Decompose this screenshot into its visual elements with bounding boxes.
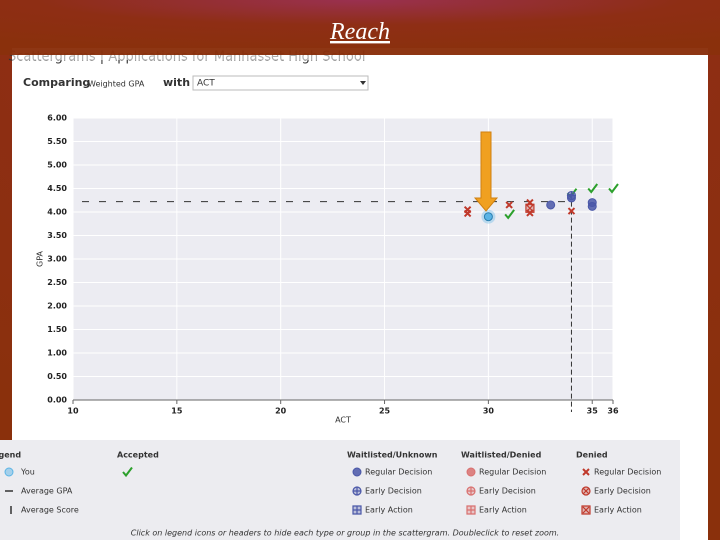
y-tick-label: 1.50 <box>47 325 67 334</box>
legend-label: Early Decision <box>365 487 422 496</box>
x-tick-label: 30 <box>483 407 495 416</box>
title-band-fade <box>12 55 708 60</box>
x-tick-label: 10 <box>67 407 79 416</box>
slide-title: Reach <box>329 19 390 45</box>
y-tick-label: 2.50 <box>47 278 67 287</box>
legend-marker[interactable] <box>581 486 591 496</box>
y-tick-label: 5.50 <box>47 137 67 146</box>
data-point <box>566 190 577 201</box>
legend-label: Regular Decision <box>479 468 546 477</box>
data-point <box>587 201 597 211</box>
data-point <box>505 201 513 209</box>
y-tick-label: 4.00 <box>47 208 67 217</box>
highlight-arrow <box>473 131 499 212</box>
data-point <box>587 183 599 194</box>
legend-marker[interactable] <box>122 466 133 478</box>
x-field: ACT <box>197 79 215 89</box>
title-band <box>0 0 720 55</box>
legend-label: Average GPA <box>21 487 73 496</box>
legend-note: Click on legend icons or headers to hide… <box>131 529 559 538</box>
legend-marker[interactable] <box>582 468 590 476</box>
x-tick-label: 20 <box>275 407 287 416</box>
y-tick-label: 4.50 <box>47 184 67 193</box>
legend-label: Average Score <box>21 506 79 515</box>
x-axis-title: ACT <box>335 416 351 425</box>
legend-group-header[interactable]: Waitlisted/Denied <box>461 451 542 460</box>
legend-marker[interactable] <box>352 486 362 496</box>
data-point <box>608 183 619 194</box>
legend-marker[interactable] <box>466 505 476 515</box>
y-tick-label: 2.00 <box>47 302 67 311</box>
select-arrow <box>360 81 366 85</box>
legend-marker[interactable] <box>466 486 476 496</box>
x-tick-label: 35 <box>587 407 599 416</box>
x-tick-label: 15 <box>171 407 183 416</box>
y-tick-label: 5.00 <box>47 161 67 170</box>
plot: 0.00 0.50 1.00 1.50 2.00 2.50 3.00 3.50 4.00 4.50… <box>36 114 619 425</box>
legend-marker[interactable] <box>352 467 362 477</box>
legend-label: Regular Decision <box>365 468 432 477</box>
y-axis-title: GPA <box>36 250 45 267</box>
data-point <box>567 207 576 215</box>
legend: Legend You Average GPA Average Score Accepte… <box>0 451 661 538</box>
legend-marker[interactable] <box>352 505 362 515</box>
x-tick-label: 36 <box>607 407 619 416</box>
legend-marker[interactable] <box>581 505 591 515</box>
you-point <box>483 212 493 222</box>
y-tick-label: 0.50 <box>47 372 67 381</box>
data-point <box>504 209 515 220</box>
legend-label: Early Action <box>594 506 642 515</box>
comparing-label: Comparing <box>23 76 90 89</box>
legend-label: Early Action <box>365 506 413 515</box>
legend-label: Early Decision <box>479 487 536 496</box>
legend-panel <box>0 440 680 540</box>
legend-group-header[interactable]: Waitlisted/Unknown <box>347 451 438 460</box>
legend-you-marker[interactable] <box>4 467 14 477</box>
legend-label: Early Decision <box>594 487 651 496</box>
y-tick-label: 6.00 <box>47 114 67 123</box>
x-tick-label: 25 <box>379 407 391 416</box>
legend-title: Legend <box>0 451 21 460</box>
with-label: with <box>163 76 190 89</box>
data-point <box>463 209 472 218</box>
data-point <box>525 203 535 213</box>
legend-marker[interactable] <box>466 467 476 477</box>
legend-group-header[interactable]: Denied <box>576 451 608 460</box>
legend-label: Regular Decision <box>594 468 661 477</box>
field-select[interactable] <box>192 75 369 91</box>
legend-label: Early Action <box>479 506 527 515</box>
data-point <box>546 200 556 210</box>
legend-label: You <box>20 468 35 477</box>
y-tick-label: 0.00 <box>47 396 67 405</box>
y-tick-label: 1.00 <box>47 349 67 358</box>
y-tick-label: 3.50 <box>47 231 67 240</box>
y-field: Weighted GPA <box>88 80 145 89</box>
legend-group-header[interactable]: Accepted <box>117 451 159 460</box>
y-tick-label: 3.00 <box>47 255 67 264</box>
